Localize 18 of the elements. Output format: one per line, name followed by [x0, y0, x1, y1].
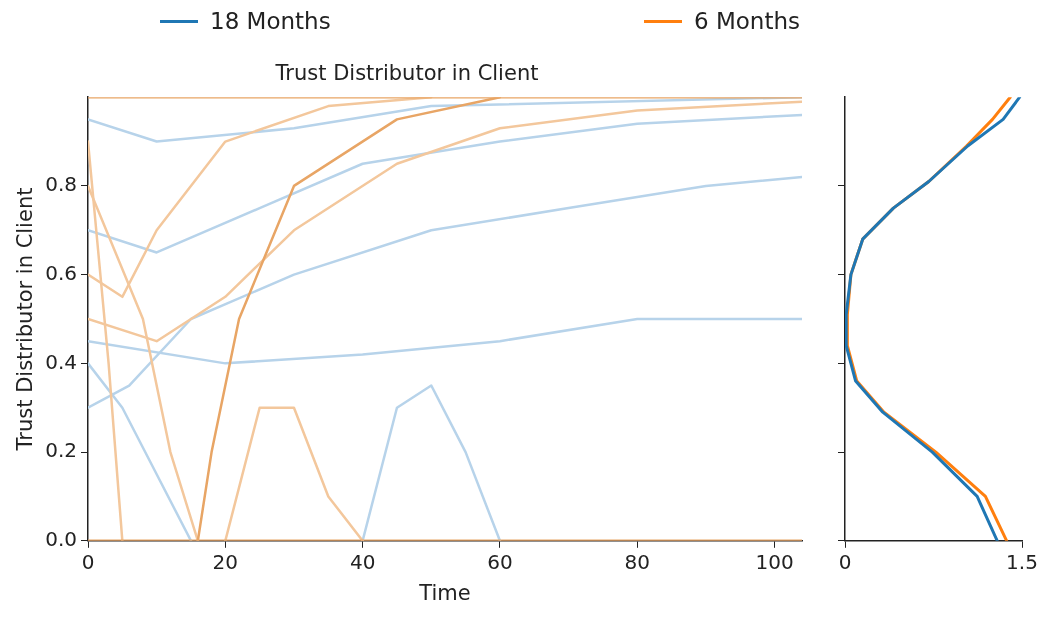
x-tick-label: 0: [81, 550, 95, 574]
x-tick-label: 1.5: [1006, 550, 1038, 574]
legend-label: 18 Months: [210, 8, 331, 34]
y-tick-label: 0.6: [45, 260, 78, 285]
y-tick-label: 0.0: [45, 527, 78, 551]
x-tick-label: 80: [624, 550, 650, 574]
x-tick-label: 100: [755, 550, 794, 574]
chart-title: Trust Distributor in Client: [274, 61, 539, 86]
y-tick-label: 0.2: [45, 438, 78, 463]
y-tick-label: 0.8: [45, 172, 78, 197]
x-tick-label: 60: [487, 550, 513, 574]
legend-label: 6 Months: [693, 8, 800, 34]
x-tick-label: 40: [349, 550, 376, 574]
x-tick-label: 20: [212, 550, 239, 574]
y-tick-label: 0.4: [45, 349, 78, 374]
x-axis-title: Time: [418, 580, 471, 605]
x-tick-label: 0: [838, 550, 852, 574]
y-axis-title: Trust Distributor in Client: [13, 187, 38, 452]
